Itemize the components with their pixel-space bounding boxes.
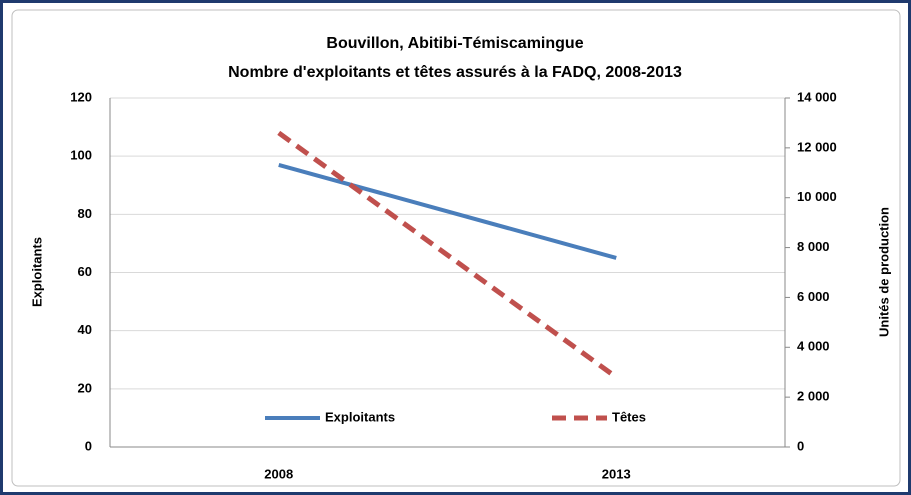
y-tick-label: 20 [78,380,92,395]
series-line [277,130,618,380]
y2-tick-label: 8 000 [797,239,830,254]
x-tick-label: 2013 [602,466,631,481]
y2-tick-label: 4 000 [797,339,830,354]
legend-label: Têtes [612,409,646,424]
x-tick-label: 2008 [264,466,293,481]
y-tick-label: 40 [78,322,92,337]
y2-tick-label: 14 000 [797,89,837,104]
y-tick-label: 60 [78,264,92,279]
y-tick-label: 100 [70,148,92,163]
y2-tick-label: 2 000 [797,389,830,404]
chart-title: Bouvillon, Abitibi-Témiscamingue [326,35,583,52]
y2-tick-label: 6 000 [797,289,830,304]
y-tick-label: 80 [78,206,92,221]
y-axis-label: Exploitants [29,237,44,307]
y2-tick-label: 12 000 [797,139,837,154]
y-tick-label: 120 [70,89,92,104]
y2-axis-label: Unités de production [876,207,891,337]
legend-label: Exploitants [325,409,395,424]
chart-area [11,9,901,487]
chart-subtitle: Nombre d'exploitants et têtes assurés à … [228,64,682,81]
y2-tick-label: 0 [797,438,804,453]
y-tick-label: 0 [85,438,92,453]
y2-tick-label: 10 000 [797,189,837,204]
series-line [278,162,617,260]
